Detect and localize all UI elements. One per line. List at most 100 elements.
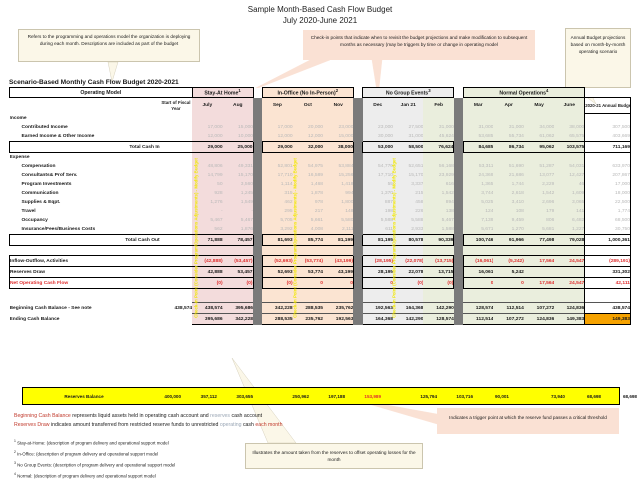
cell: 3,292 — [262, 225, 293, 235]
checkin-band-3 — [453, 97, 464, 114]
cell — [523, 266, 555, 278]
cell: 103,575 — [554, 141, 586, 153]
cell: 32,000 — [292, 141, 324, 153]
cell: 142,290 — [393, 313, 424, 325]
month-header-jan: Jan 21 — [393, 97, 424, 114]
cell: 3,560 — [222, 180, 254, 189]
cell: 458 — [393, 198, 424, 207]
cell-annual: 17,000 — [584, 180, 631, 189]
page-title-line2: July 2020-June 2021 — [282, 16, 358, 25]
cell: 5,467 — [192, 216, 223, 225]
callout-checkin-points: Check-in points that indicate when to re… — [303, 30, 535, 60]
table-row: Contributed Income 17,000 15,000 17,000 … — [10, 123, 631, 132]
scenario-header-row: Operating Model Stay-At Home1 In-Office … — [9, 87, 631, 98]
cell: 54,776 — [362, 162, 394, 171]
cell: 107,272 — [523, 302, 555, 314]
row-label-net-operating-cash-flow: Net Operating Cash Flow — [8, 277, 160, 289]
cash-flow-table: Operating Model Stay-At Home1 In-Office … — [8, 87, 631, 325]
cell: 61,062 — [523, 132, 555, 142]
cell-annual: 68,500 — [584, 216, 631, 225]
cell: 17,000 — [192, 123, 223, 132]
cell: 1,878 — [292, 189, 324, 198]
cell: 611 — [362, 225, 394, 235]
total-cash-out-row: Total Cash Out 71,888 78,457 81,693 85,7… — [8, 234, 631, 246]
cell: 3,410 — [493, 198, 524, 207]
cell: 91,966 — [493, 234, 524, 246]
cell: 31,000 — [393, 132, 424, 142]
cell: 9,459 — [493, 216, 524, 225]
cell: 5,681 — [523, 225, 555, 235]
cell: 25,000 — [222, 141, 254, 153]
cell: 217 — [292, 207, 324, 216]
spacer — [253, 87, 263, 98]
cell: 13,077 — [523, 171, 555, 180]
row-label-consultants: Consultants& Prof Serv. — [21, 173, 78, 178]
footnote-text: No Group Events: (description of program… — [17, 462, 176, 468]
cell: 81,195 — [362, 234, 394, 246]
cell: 15,000 — [222, 123, 254, 132]
row-label-communication: Communication — [21, 191, 59, 196]
cell: 12,000 — [192, 132, 223, 142]
cell: 357,112 — [200, 393, 217, 399]
operating-model-label: Operating Model — [9, 87, 193, 98]
row-label-total-cash-out: Total Cash Out — [8, 234, 160, 246]
month-header-nov: Nov — [323, 97, 354, 114]
cell: 17,710 — [362, 171, 394, 180]
cell: 79,028 — [554, 234, 586, 246]
cell: 5,580 — [323, 216, 354, 225]
cell: 86,734 — [493, 141, 524, 153]
cell: 0 — [292, 277, 324, 289]
cell: 1,549 — [222, 198, 254, 207]
cell: 53,685 — [463, 132, 494, 142]
footnote-marker: 4 — [14, 472, 16, 477]
cell: 978 — [292, 198, 324, 207]
cell: 128,574 — [423, 313, 454, 325]
checkin-band-2 — [353, 97, 363, 114]
cell: 215 — [393, 189, 424, 198]
reserves-balance-row: Reserves Balance 400,000 357,112 303,655… — [22, 387, 637, 405]
cell: 138 — [423, 207, 454, 216]
cell: 49,331 — [222, 162, 254, 171]
row-label-inflow-outflow: Inflow-Outflow, Activities — [8, 255, 160, 267]
cell: (0) — [192, 277, 223, 289]
sheet-title: Scenario-Based Monthly Cash Flow Budget … — [9, 79, 179, 86]
cell: 0 — [362, 277, 394, 289]
cell: 192,563 — [362, 302, 394, 314]
cell: 23,929 — [423, 171, 454, 180]
spacer — [584, 87, 631, 98]
row-label-insurance: Insurance/Fees/Business Costs — [21, 227, 96, 232]
cell: 51,287 — [523, 162, 555, 171]
scenario-in-office: In-Office (No In-Person)2 — [261, 87, 354, 98]
row-label-ending-cash-balance: Ending Cash Balance — [9, 316, 60, 322]
cell: 438,574 — [192, 302, 223, 314]
cell: 235,762 — [292, 313, 324, 325]
cell: 15,170 — [393, 171, 424, 180]
row-label-beginning-cash-balance: Beginning Cash Balance - See note — [9, 305, 92, 311]
table-row: Program Investments 50 3,560 1,114 1,468 1,… — [10, 180, 631, 189]
cell: 142,290 — [423, 302, 454, 314]
cell: 27,500 — [393, 123, 424, 132]
cell-annual: 30,750 — [584, 225, 631, 235]
cell: 55,734 — [493, 132, 524, 142]
table-row: Consultants& Prof Serv. 14,799 15,170 17,… — [10, 171, 631, 180]
cell: 50 — [192, 180, 223, 189]
cell: 55 — [362, 180, 394, 189]
cell: 112,514 — [463, 313, 494, 325]
cell: 112,514 — [493, 302, 524, 314]
cell: 342,228 — [262, 302, 293, 314]
cell: 2,933 — [393, 225, 424, 235]
cell: 54,031 — [554, 162, 585, 171]
scenario-stay-at-home: Stay-At Home1 — [191, 87, 254, 98]
cell-annual: 18,000 — [584, 189, 631, 198]
cell: 23,000 — [362, 123, 394, 132]
cell: 51,690 — [493, 162, 524, 171]
cell: 53,774 — [292, 266, 324, 278]
footnote-text: Normal: (description of program delivery… — [17, 473, 156, 479]
note-text: represents liquid assets held in operati… — [70, 413, 211, 419]
cell-start-of-year: 438,574 — [174, 305, 193, 311]
cell: 5,588 — [393, 216, 424, 225]
cell: (53,774) — [292, 255, 324, 267]
footnote-3: 3 No Group Events: (description of progr… — [14, 459, 175, 470]
cell: 894 — [423, 198, 454, 207]
